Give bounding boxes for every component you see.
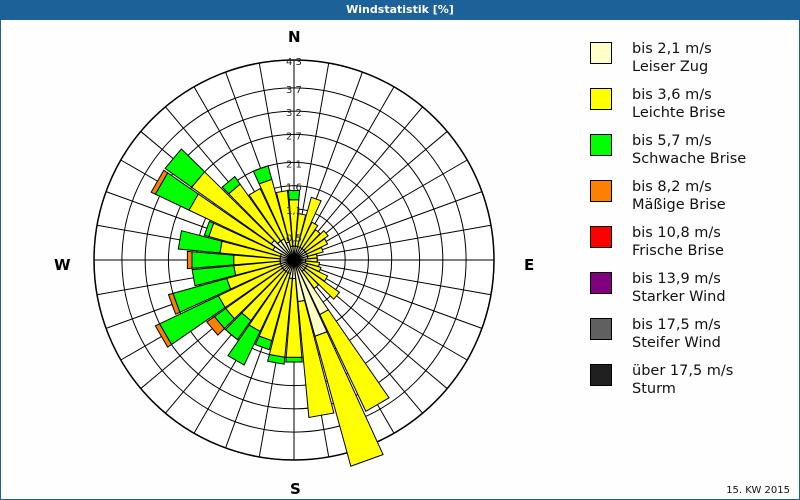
legend-swatch xyxy=(590,42,612,64)
wind-rose-segment xyxy=(191,251,235,269)
period-label: 15. KW 2015 xyxy=(726,485,790,496)
legend-label: Sturm xyxy=(632,381,676,397)
wind-rose-segment xyxy=(297,196,322,248)
legend-range: bis 13,9 m/s xyxy=(632,271,721,287)
legend-item: über 17,5 m/s Sturm xyxy=(590,362,790,408)
svg-text:0,5: 0,5 xyxy=(286,234,302,245)
legend-label: Starker Wind xyxy=(632,289,726,305)
svg-text:4,3: 4,3 xyxy=(286,57,302,68)
compass-south: S xyxy=(290,480,301,498)
legend-range: bis 8,2 m/s xyxy=(632,179,712,195)
legend-swatch xyxy=(590,226,612,248)
wind-rose-segment xyxy=(285,356,303,363)
wind-rose-segment xyxy=(221,175,241,195)
legend-item: bis 2,1 m/s Leiser Zug xyxy=(590,40,790,86)
legend-label: Frische Brise xyxy=(632,243,724,259)
legend-item: bis 17,5 m/s Steifer Wind xyxy=(590,316,790,362)
legend-range: über 17,5 m/s xyxy=(632,363,734,379)
wind-rose-segment xyxy=(254,335,273,351)
wind-rose-segment xyxy=(150,169,169,195)
wind-rose-segment xyxy=(304,238,329,255)
compass-east: E xyxy=(524,256,535,274)
legend-label: Leiser Zug xyxy=(632,59,709,75)
wind-rose-segment xyxy=(191,265,237,287)
wind-rose-segment xyxy=(303,229,329,253)
legend: bis 2,1 m/s Leiser Zug bis 3,6 m/s Leichte… xyxy=(590,40,790,408)
wind-rose-segment xyxy=(203,220,215,238)
wind-rose-segment xyxy=(301,228,321,251)
wind-rose-segment xyxy=(224,312,252,341)
wind-rose-segment xyxy=(252,165,273,185)
wind-rose-segment xyxy=(287,189,301,201)
legend-swatch xyxy=(590,180,612,202)
svg-text:1,1: 1,1 xyxy=(286,206,302,217)
wind-rose-segment xyxy=(303,267,341,300)
legend-swatch xyxy=(590,88,612,110)
legend-range: bis 2,1 m/s xyxy=(632,41,712,57)
wind-rose-segment xyxy=(275,189,294,248)
legend-label: Mäßige Brise xyxy=(632,197,726,213)
wind-rose-segment xyxy=(177,230,223,254)
compass-north: N xyxy=(288,28,301,46)
legend-range: bis 17,5 m/s xyxy=(632,317,721,333)
wind-rose-segment xyxy=(306,246,324,257)
svg-text:3,2: 3,2 xyxy=(286,108,302,119)
legend-item: bis 10,8 m/s Frische Brise xyxy=(590,224,790,270)
legend-swatch xyxy=(590,318,612,340)
svg-text:2,7: 2,7 xyxy=(286,131,302,142)
window-title: Windstatistik [%] xyxy=(0,0,800,20)
legend-swatch xyxy=(590,272,612,294)
legend-label: Steifer Wind xyxy=(632,335,721,351)
wind-rose-segment xyxy=(299,221,319,250)
wind-rose-segment xyxy=(248,187,285,242)
wind-rose-segment xyxy=(294,213,307,248)
legend-item: bis 3,6 m/s Leichte Brise xyxy=(590,86,790,132)
wind-rose-segment xyxy=(167,292,181,315)
legend-range: bis 5,7 m/s xyxy=(632,133,712,149)
wind-rose-segment xyxy=(186,250,193,270)
wind-rose-segment xyxy=(206,315,226,336)
legend-item: bis 5,7 m/s Schwache Brise xyxy=(590,132,790,178)
legend-label: Schwache Brise xyxy=(632,151,747,167)
wind-rose-segment xyxy=(319,309,390,412)
wind-rose-segment xyxy=(304,265,329,282)
legend-item: bis 8,2 m/s Mäßige Brise xyxy=(590,178,790,224)
legend-range: bis 3,6 m/s xyxy=(632,87,712,103)
svg-text:2,1: 2,1 xyxy=(286,159,302,170)
legend-swatch xyxy=(590,364,612,386)
legend-item: bis 13,9 m/s Starker Wind xyxy=(590,270,790,316)
wind-rose-segment xyxy=(154,323,173,348)
legend-range: bis 10,8 m/s xyxy=(632,225,721,241)
legend-label: Leichte Brise xyxy=(632,105,726,121)
wind-rose-segment xyxy=(227,324,261,366)
svg-text:1,6: 1,6 xyxy=(286,183,302,194)
compass-west: W xyxy=(54,256,71,274)
wind-rose-segment xyxy=(314,331,384,467)
wind-rose-segment xyxy=(297,299,335,419)
legend-swatch xyxy=(590,134,612,156)
wind-rose-segment xyxy=(267,353,286,365)
wind-rose-segment xyxy=(164,148,206,188)
svg-text:3,7: 3,7 xyxy=(286,85,302,96)
